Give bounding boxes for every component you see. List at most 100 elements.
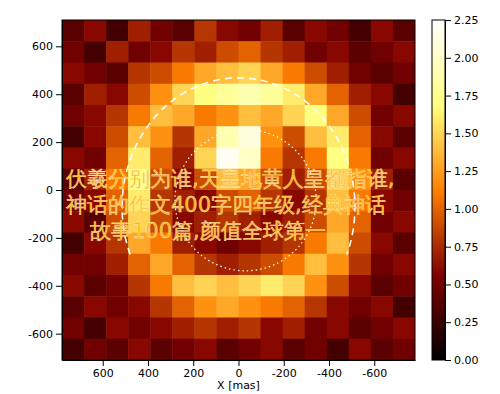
heat-cell	[371, 63, 394, 85]
heat-cell	[128, 148, 151, 170]
colorbar	[432, 20, 445, 360]
tick-label: 1.00	[454, 203, 479, 216]
heat-cell	[393, 20, 415, 42]
tick: 0.00	[445, 354, 479, 367]
tick-mark	[445, 96, 451, 97]
heat-cell	[327, 254, 350, 276]
heat-cell	[216, 339, 239, 360]
tick-label: 400	[138, 367, 159, 380]
tick: 200	[32, 136, 62, 149]
heat-cell	[128, 339, 151, 360]
heat-cell	[194, 275, 217, 297]
heat-cell	[371, 148, 394, 170]
heat-cell	[327, 296, 350, 318]
heat-cell	[371, 254, 394, 276]
heat-cell	[172, 318, 195, 340]
heat-cell	[261, 296, 284, 318]
tick-mark	[445, 58, 451, 59]
heat-cell	[216, 275, 239, 297]
heat-cell	[172, 339, 195, 360]
heat-cell	[106, 20, 129, 42]
heat-cell	[283, 339, 306, 360]
heat-cell	[327, 126, 350, 148]
heat-cell	[371, 339, 394, 360]
tick-mark	[284, 360, 285, 366]
heat-cell	[371, 126, 394, 148]
heat-cell	[216, 41, 239, 63]
tick-label: 0.50	[454, 278, 479, 291]
tick-label: 1.75	[454, 90, 479, 103]
heat-cell	[349, 318, 372, 340]
tick: 0.50	[445, 278, 479, 291]
heat-cell	[305, 275, 328, 297]
heat-cell	[327, 20, 350, 42]
heat-cell	[128, 318, 151, 340]
tick-label: 400	[32, 88, 53, 101]
heat-cell	[239, 148, 262, 170]
heat-cell	[305, 148, 328, 170]
tick-label: -600	[362, 367, 387, 380]
tick-mark	[103, 360, 104, 366]
tick-label: -400	[317, 367, 342, 380]
tick-label: 1.25	[454, 165, 479, 178]
tick-mark	[56, 190, 62, 191]
tick: -200	[272, 360, 297, 380]
tick: 200	[183, 360, 204, 380]
tick-mark	[56, 142, 62, 143]
heat-cell	[261, 254, 284, 276]
heat-cell	[84, 84, 107, 106]
tick-label: -600	[28, 328, 53, 341]
tick-label: 200	[183, 367, 204, 380]
heat-cell	[371, 275, 394, 297]
tick-mark	[56, 334, 62, 335]
tick-label: -200	[28, 232, 53, 245]
heat-cell	[216, 296, 239, 318]
heat-cell	[194, 20, 217, 42]
tick: 400	[138, 360, 159, 380]
heat-cell	[150, 148, 173, 170]
heat-cell	[239, 339, 262, 360]
heat-cell	[239, 20, 262, 42]
tick: 1.00	[445, 203, 479, 216]
tick-label: -400	[28, 280, 53, 293]
heat-cell	[283, 41, 306, 63]
tick: -400	[317, 360, 342, 380]
heat-cell	[106, 63, 129, 85]
heat-cell	[261, 41, 284, 63]
heat-cell	[62, 254, 85, 276]
heat-cell	[239, 318, 262, 340]
tick: 2.00	[445, 52, 479, 65]
heat-cell	[216, 148, 239, 170]
heat-cell	[62, 296, 85, 318]
heat-cell	[393, 233, 415, 255]
tick: 1.25	[445, 165, 479, 178]
tick-label: 0	[46, 184, 53, 197]
x-axis: 6004002000-200-400-600	[63, 360, 416, 380]
heat-cell	[283, 63, 306, 85]
heat-cell	[62, 84, 85, 106]
heat-cell	[261, 339, 284, 360]
heat-cell	[84, 105, 107, 127]
heat-cell	[150, 105, 173, 127]
heat-cell	[128, 84, 151, 106]
heat-cell	[261, 148, 284, 170]
heat-cell	[106, 296, 129, 318]
heat-cell	[283, 254, 306, 276]
heat-cell	[194, 41, 217, 63]
tick-label: 600	[93, 367, 114, 380]
heat-cell	[106, 148, 129, 170]
heat-cell	[194, 339, 217, 360]
heat-cell	[216, 20, 239, 42]
heat-cell	[62, 318, 85, 340]
plot-area	[62, 20, 415, 360]
heat-cell	[261, 20, 284, 42]
tick: 400	[32, 88, 62, 101]
heat-cell	[327, 84, 350, 106]
heat-cell	[216, 63, 239, 85]
heat-cell	[371, 318, 394, 340]
heat-cell	[128, 105, 151, 127]
heat-cell	[150, 63, 173, 85]
y-axis: -600-400-2000200400600	[28, 21, 62, 361]
heat-cell	[84, 148, 107, 170]
heat-cell	[261, 84, 284, 106]
